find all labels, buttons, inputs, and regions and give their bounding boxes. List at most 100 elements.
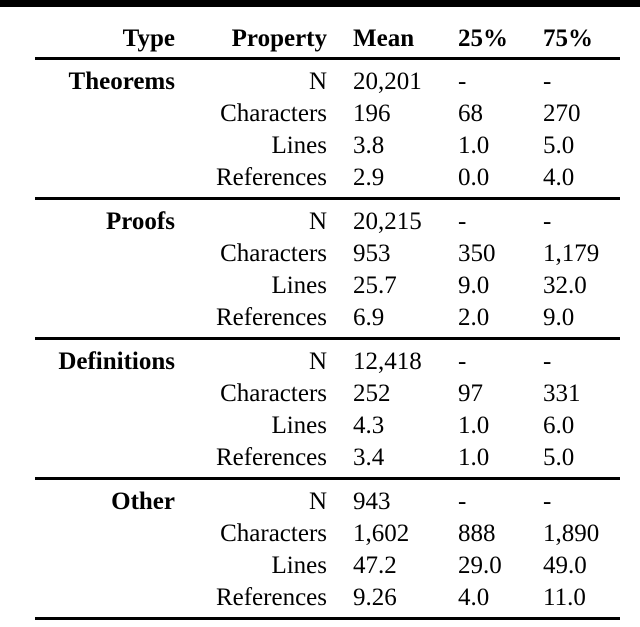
type-cell: Theorems <box>68 67 175 95</box>
top-rule <box>0 0 640 7</box>
p75-cell: - <box>543 67 552 95</box>
header-75th-percentile: 75% <box>543 25 593 52</box>
p25-cell: 0.0 <box>458 163 490 191</box>
table-row: Lines 25.7 9.0 32.0 <box>35 270 620 302</box>
mean-cell: 4.3 <box>353 411 385 439</box>
p75-cell: 331 <box>543 379 581 407</box>
mean-cell: 196 <box>353 99 391 127</box>
property-cell: Characters <box>220 239 327 267</box>
type-cell <box>35 378 175 410</box>
p75-cell: 6.0 <box>543 411 575 439</box>
p25-cell: 4.0 <box>458 583 490 611</box>
type-cell <box>35 410 175 442</box>
mean-cell: 3.4 <box>353 443 385 471</box>
table-row: Other N 943 - - <box>35 478 620 518</box>
type-cell <box>35 442 175 479</box>
p75-cell: 1,890 <box>543 519 600 547</box>
type-cell <box>35 270 175 302</box>
p25-cell: - <box>458 67 467 95</box>
p75-cell: - <box>543 487 552 515</box>
p75-cell: 32.0 <box>543 271 587 299</box>
mean-cell: 20,201 <box>353 67 422 95</box>
property-cell: References <box>215 583 327 611</box>
p25-cell: 1.0 <box>458 411 490 439</box>
table-row: Lines 4.3 1.0 6.0 <box>35 410 620 442</box>
p75-cell: 11.0 <box>543 583 586 611</box>
header-type: Type <box>122 25 175 52</box>
type-cell <box>35 238 175 270</box>
p25-cell: - <box>458 207 467 235</box>
p75-cell: - <box>543 207 552 235</box>
p75-cell: 5.0 <box>543 443 575 471</box>
table-row: Proofs N 20,215 - - <box>35 198 620 238</box>
property-cell: References <box>215 303 327 331</box>
header-property: Property <box>231 25 327 52</box>
p75-cell: 5.0 <box>543 131 575 159</box>
type-cell <box>35 130 175 162</box>
mean-cell: 6.9 <box>353 303 385 331</box>
table-row: Characters 196 68 270 <box>35 98 620 130</box>
type-cell <box>35 518 175 550</box>
table-row: Theorems N 20,201 - - <box>35 58 620 98</box>
table-row: References 3.4 1.0 5.0 <box>35 442 620 479</box>
p25-cell: 350 <box>458 239 496 267</box>
p75-cell: 9.0 <box>543 303 575 331</box>
table-row: Characters 252 97 331 <box>35 378 620 410</box>
mean-cell: 20,215 <box>353 207 422 235</box>
property-cell: Lines <box>271 271 327 299</box>
property-cell: N <box>308 347 327 375</box>
table-row: Lines 47.2 29.0 49.0 <box>35 550 620 582</box>
p75-cell: 270 <box>543 99 581 127</box>
mean-cell: 953 <box>353 239 391 267</box>
p25-cell: - <box>458 347 467 375</box>
statistics-table: Type Property Mean 25% 75% Theorems N 20,2… <box>35 7 620 620</box>
table-row: Lines 3.8 1.0 5.0 <box>35 130 620 162</box>
property-cell: N <box>308 487 327 515</box>
property-cell: Characters <box>220 99 327 127</box>
group-proofs: Proofs N 20,215 - - Characters 953 350 1,179 Line… <box>35 198 620 338</box>
type-cell <box>35 98 175 130</box>
property-cell: Lines <box>271 131 327 159</box>
p25-cell: 2.0 <box>458 303 490 331</box>
p25-cell: 68 <box>458 99 483 127</box>
property-cell: N <box>308 207 327 235</box>
header-25th-percentile: 25% <box>458 25 508 52</box>
p25-cell: 97 <box>458 379 483 407</box>
p25-cell: - <box>458 487 467 515</box>
mean-cell: 3.8 <box>353 131 385 159</box>
p25-cell: 9.0 <box>458 271 490 299</box>
mean-cell: 2.9 <box>353 163 385 191</box>
property-cell: Characters <box>220 379 327 407</box>
table-row: References 6.9 2.0 9.0 <box>35 302 620 339</box>
header-mean: Mean <box>353 25 415 52</box>
mean-cell: 25.7 <box>353 271 397 299</box>
mean-cell: 9.26 <box>353 583 397 611</box>
mean-cell: 1,602 <box>353 519 410 547</box>
p75-cell: - <box>543 347 552 375</box>
mean-cell: 12,418 <box>353 347 422 375</box>
property-cell: References <box>215 443 327 471</box>
type-cell <box>35 162 175 199</box>
type-cell: Definitions <box>58 347 175 375</box>
mean-cell: 252 <box>353 379 391 407</box>
p25-cell: 1.0 <box>458 443 490 471</box>
type-cell <box>35 582 175 619</box>
group-theorems: Theorems N 20,201 - - Characters 196 68 270 Lines… <box>35 58 620 198</box>
property-cell: Lines <box>271 411 327 439</box>
type-cell <box>35 302 175 339</box>
property-cell: References <box>215 163 327 191</box>
table-header-row: Type Property Mean 25% 75% <box>35 7 620 58</box>
type-cell: Other <box>111 487 175 515</box>
p75-cell: 4.0 <box>543 163 575 191</box>
mean-cell: 943 <box>353 487 391 515</box>
property-cell: N <box>308 67 327 95</box>
property-cell: Lines <box>271 551 327 579</box>
p75-cell: 1,179 <box>543 239 600 267</box>
p25-cell: 888 <box>458 519 496 547</box>
table-row: Characters 953 350 1,179 <box>35 238 620 270</box>
p25-cell: 29.0 <box>458 551 502 579</box>
table-row: References 2.9 0.0 4.0 <box>35 162 620 199</box>
mean-cell: 47.2 <box>353 551 397 579</box>
type-cell: Proofs <box>106 207 175 235</box>
